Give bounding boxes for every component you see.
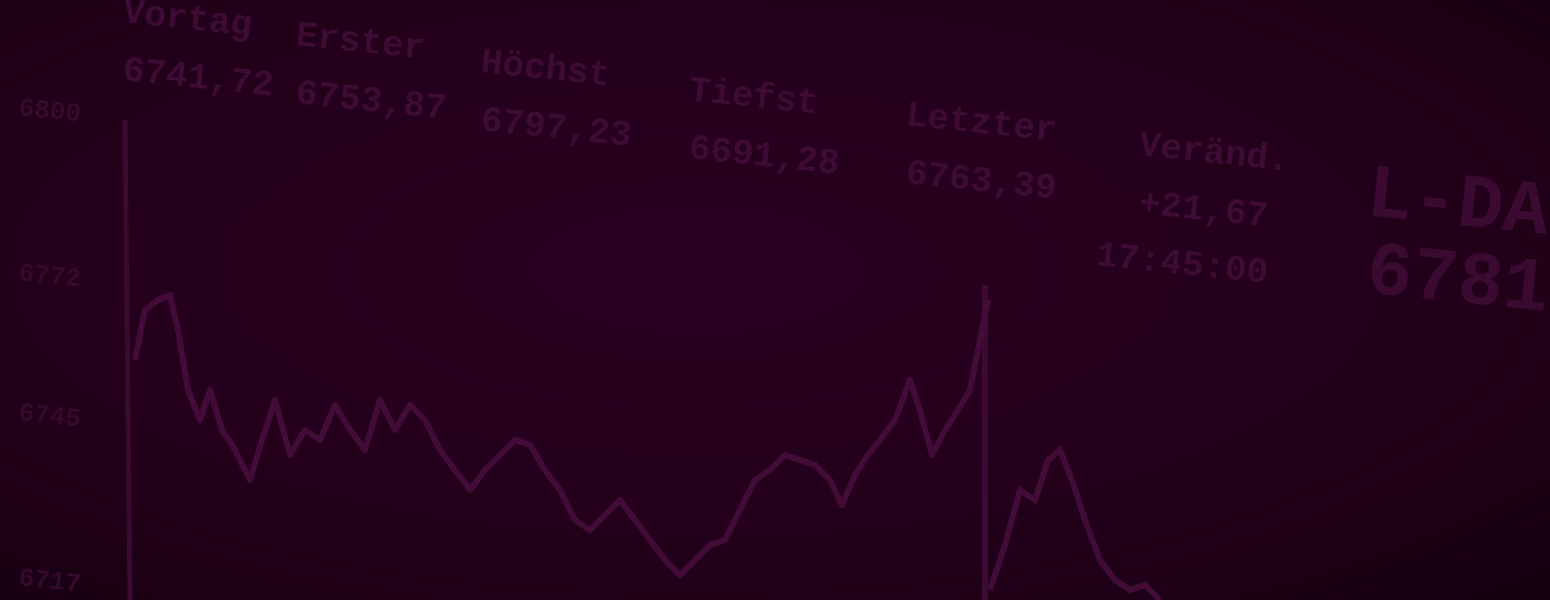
price-line [132, 292, 991, 578]
axis-label: 6772 [17, 258, 82, 294]
axis-line [122, 119, 133, 600]
axis-label: 6800 [17, 93, 82, 129]
index-value: 6781 [1363, 229, 1550, 334]
axis-label: 6745 [17, 398, 82, 434]
index-label: L-DA [1363, 152, 1550, 257]
axis-label: 6717 [17, 563, 82, 599]
price-line-continued [987, 445, 1163, 600]
